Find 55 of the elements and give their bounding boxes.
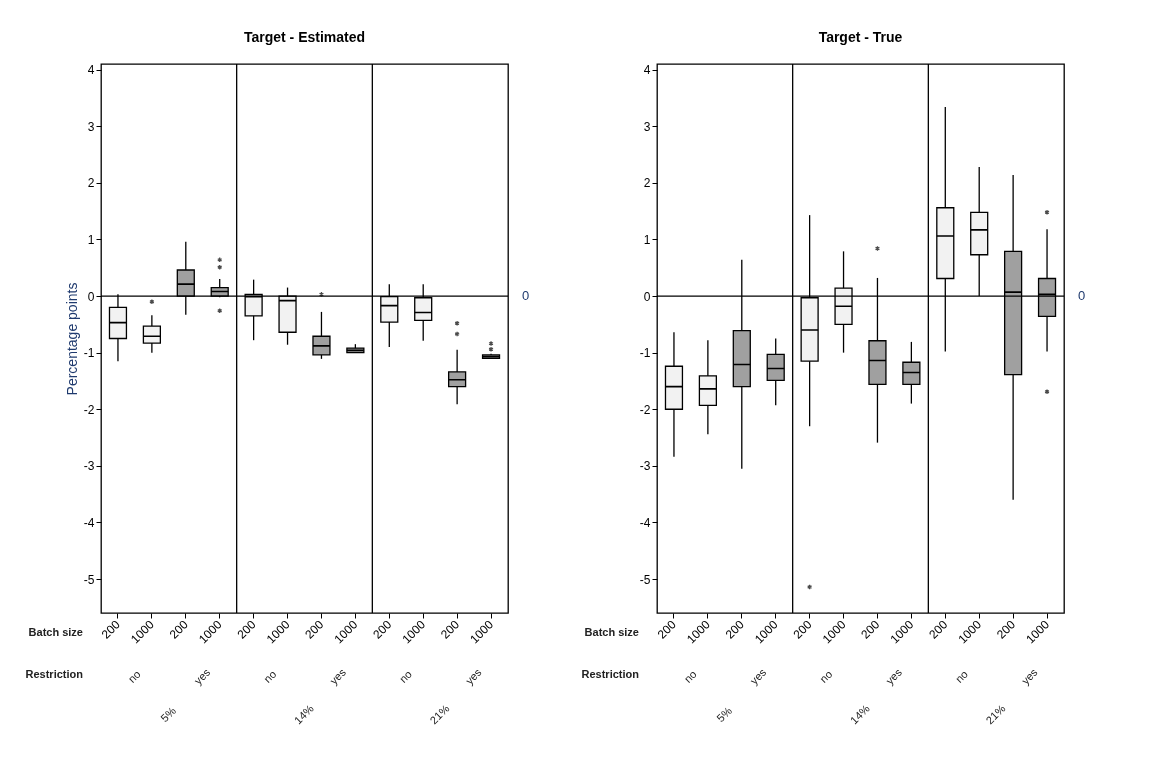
y-tick-label: 1 (643, 232, 651, 247)
x-tick-label: 200 (994, 617, 1019, 642)
y-tick-label: -1 (639, 346, 651, 361)
x-tick-label: 200 (654, 617, 680, 642)
text: Restriction (581, 668, 640, 680)
y-tick-label: -1 (83, 346, 95, 361)
chart-title: Target - Estimated (243, 29, 366, 46)
ref-line-label: 0 (1078, 288, 1086, 304)
text: Batch size (28, 626, 83, 638)
y-tick-label: -2 (83, 402, 95, 417)
text: Restriction (25, 668, 84, 680)
y-tick-label: -4 (639, 515, 651, 530)
x-tick-label: 200 (302, 617, 327, 642)
y-tick-label: 2 (87, 176, 95, 191)
text: 5% (714, 704, 735, 725)
y-tick-label: 3 (87, 119, 95, 134)
x-tick-label: 200 (370, 617, 395, 642)
y-tick-label: 2 (643, 176, 651, 191)
text: 5% (158, 704, 179, 725)
x-tick-label: 200 (438, 617, 463, 642)
text: yes (747, 665, 769, 687)
y-tick-label: -5 (83, 572, 95, 587)
x-tick-label: 200 (858, 617, 883, 642)
x-tick-label: 200 (166, 617, 191, 642)
y-tick-label: -2 (639, 402, 651, 417)
text: no (952, 667, 971, 685)
y-tick-label: -5 (639, 572, 651, 587)
text: yes (883, 665, 905, 687)
x-tick-label: 200 (98, 617, 124, 642)
y-tick-label: 3 (643, 119, 651, 134)
y-tick-label: 0 (643, 289, 651, 304)
y-tick-label: 4 (643, 63, 651, 78)
y-tick-label: -4 (83, 515, 95, 530)
x-tick-label: 200 (790, 617, 815, 642)
text: no (817, 667, 835, 685)
chart-title: Target - True (818, 29, 903, 46)
y-tick-label: 0 (87, 289, 95, 304)
y-tick-label: -3 (639, 459, 651, 474)
text: no (125, 667, 143, 685)
text: yes (191, 665, 213, 687)
text: no (396, 667, 415, 685)
y-tick-label: 4 (87, 63, 95, 78)
x-tick-label: 200 (234, 617, 259, 642)
x-tick-label: 200 (926, 617, 951, 642)
text: Batch size (584, 626, 639, 638)
text: no (681, 667, 699, 685)
text: no (261, 667, 279, 685)
y-tick-label: 1 (87, 232, 95, 247)
text: yes (1019, 665, 1041, 687)
y-axis-title: Percentage points (63, 282, 80, 396)
ref-line-label: 0 (522, 288, 530, 304)
y-tick-label: -3 (83, 459, 95, 474)
x-tick-label: 200 (722, 617, 747, 642)
text: yes (463, 665, 485, 687)
text: yes (327, 665, 349, 687)
